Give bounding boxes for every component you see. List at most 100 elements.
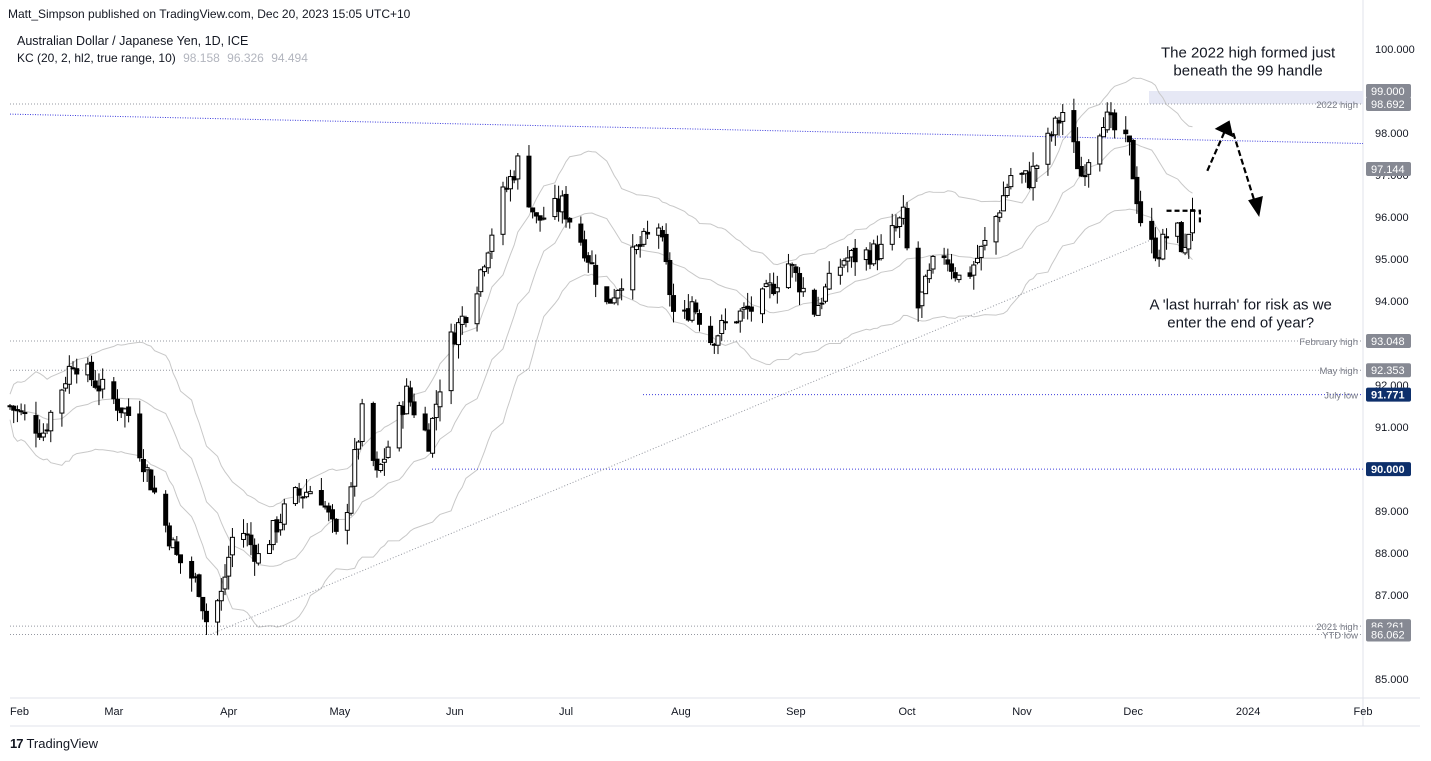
candle-body	[826, 272, 832, 290]
candle-body	[800, 287, 806, 293]
candle-body	[381, 458, 387, 463]
candle-body	[797, 272, 803, 293]
candle-body	[222, 576, 228, 590]
price-tag-text: 90.000	[1371, 464, 1405, 476]
candle-body	[1097, 135, 1103, 165]
y-tick-label: 91.000	[1375, 422, 1409, 434]
candle-body	[59, 389, 65, 414]
candle-body	[693, 302, 699, 313]
candle-body	[218, 590, 224, 602]
candle-body	[971, 264, 977, 276]
candle-body	[585, 255, 591, 263]
candle-body	[111, 381, 117, 400]
candle-body	[40, 432, 46, 438]
candle-body	[433, 403, 439, 419]
candle-body	[915, 247, 921, 309]
y-tick-label: 100.000	[1375, 44, 1415, 56]
x-tick-label: Oct	[898, 706, 915, 718]
candle-body	[671, 295, 677, 312]
candle-body	[1101, 126, 1107, 138]
price-tag-text: 91.771	[1371, 390, 1405, 402]
tradingview-logo[interactable]: 17 TradingView	[10, 736, 98, 751]
candle-body	[304, 491, 310, 498]
candle-body	[1164, 236, 1170, 239]
candle-body	[919, 291, 925, 307]
candle-body	[140, 459, 146, 473]
price-tag-bg	[1366, 363, 1411, 378]
candle-body	[1086, 162, 1092, 175]
candle-body	[270, 520, 276, 546]
candle-body	[18, 410, 24, 413]
price-tag-text: 86.062	[1371, 629, 1405, 641]
price-tag-text: 98.692	[1371, 99, 1405, 111]
chart-title: Australian Dollar / Japanese Yen, 1D, IC…	[17, 34, 249, 48]
candle-body	[1126, 135, 1132, 143]
candle-body	[144, 467, 150, 471]
candle-body	[1160, 233, 1166, 260]
annotation-text: beneath the 99 handle	[1173, 62, 1322, 79]
candle-body	[845, 257, 851, 262]
candle-body	[74, 368, 80, 375]
candle-body	[982, 239, 988, 246]
annotation-text: A 'last hurrah' for risk as we	[1149, 296, 1331, 313]
candles	[7, 98, 1195, 636]
level-label: 2021 high	[1316, 622, 1358, 633]
level-label: May high	[1319, 366, 1358, 377]
price-tag-text: 97.144	[1371, 164, 1405, 176]
resistance-trendline	[9, 113, 1364, 145]
keltner-lower	[9, 208, 1193, 628]
publisher-line: Matt_Simpson published on TradingView.co…	[8, 7, 411, 21]
candle-body	[997, 212, 1003, 218]
y-tick-label: 98.000	[1375, 128, 1409, 140]
candle-body	[1078, 165, 1084, 177]
candle-body	[630, 246, 636, 291]
arrow-head-down	[1248, 196, 1263, 218]
candle-body	[241, 532, 247, 540]
keltner-basis	[9, 143, 1193, 567]
candle-body	[923, 275, 929, 295]
candle-body	[226, 556, 232, 577]
candle-body	[823, 286, 829, 302]
candle-body	[329, 509, 335, 520]
candle-body	[719, 319, 725, 335]
candle-body	[878, 243, 884, 260]
candle-body	[456, 322, 462, 346]
candle-body	[1082, 175, 1088, 178]
candle-body	[785, 263, 791, 289]
indicator-name: KC (20, 2, hl2, true range, 10)	[17, 51, 176, 65]
candle-body	[530, 207, 536, 213]
candle-body	[370, 402, 376, 461]
candle-body	[526, 155, 532, 208]
candle-body	[737, 310, 743, 322]
candle-body	[178, 554, 184, 564]
candle-body	[137, 413, 143, 459]
x-tick-label: May	[330, 706, 351, 718]
candle-body	[815, 304, 821, 316]
candle-body	[941, 255, 947, 259]
candle-body	[92, 380, 98, 388]
candle-body	[1112, 112, 1118, 131]
candle-body	[663, 233, 669, 263]
y-tick-label: 95.000	[1375, 254, 1409, 266]
candle-body	[163, 493, 169, 526]
candle-body	[489, 234, 495, 252]
candle-body	[1186, 233, 1192, 250]
candle-body	[485, 252, 491, 269]
candle-body	[789, 263, 795, 267]
candle-body	[837, 266, 843, 276]
candle-body	[841, 260, 847, 266]
candle-body	[633, 245, 639, 251]
indicator-lower-value: 94.494	[271, 51, 308, 65]
candle-body	[229, 536, 235, 556]
candle-body	[993, 216, 999, 243]
x-tick-label: Feb	[1354, 706, 1373, 718]
price-tag-text: 93.048	[1371, 336, 1405, 348]
candle-body	[615, 289, 621, 299]
keltner-upper	[9, 77, 1193, 508]
candle-body	[715, 335, 721, 346]
level-label: February high	[1299, 337, 1358, 348]
candle-body	[278, 522, 284, 531]
candle-body	[774, 287, 780, 293]
candle-body	[430, 417, 436, 454]
